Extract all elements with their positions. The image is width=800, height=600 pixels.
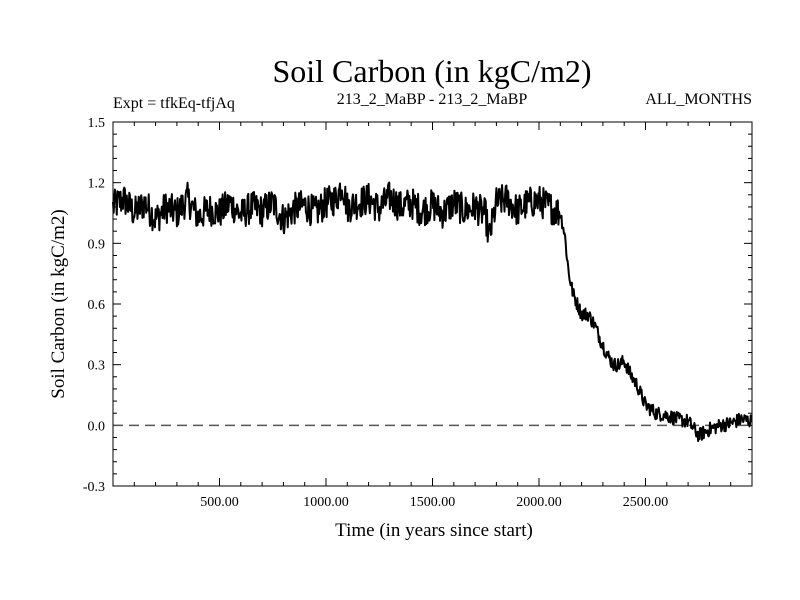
y-tick-label: 1.5 bbox=[88, 116, 106, 131]
y-tick-label: 0.0 bbox=[88, 419, 106, 434]
period-label: 213_2_MaBP - 213_2_MaBP bbox=[337, 91, 528, 108]
soil-carbon-series-line bbox=[112, 181, 753, 443]
y-axis-label: Soil Carbon (in kgC/m2) bbox=[48, 209, 69, 398]
x-tick-label: 1500.00 bbox=[410, 495, 456, 510]
x-tick-label: 1000.00 bbox=[303, 495, 349, 510]
y-tick-label: 0.9 bbox=[88, 237, 106, 252]
x-axis-label: Time (in years since start) bbox=[335, 520, 533, 541]
axis-ticks bbox=[113, 122, 752, 486]
x-tick-label: 2500.00 bbox=[623, 495, 669, 510]
axis-tick-labels: 500.00 1000.00 1500.00 2000.00 2500.00 -0.3 0.… bbox=[83, 116, 668, 510]
x-tick-label: 2000.00 bbox=[516, 495, 562, 510]
experiment-label: Expt = tfkEq-tfjAq bbox=[113, 95, 235, 112]
y-tick-label: -0.3 bbox=[83, 480, 105, 495]
y-tick-label: 0.6 bbox=[88, 298, 106, 313]
y-tick-label: 1.2 bbox=[88, 177, 106, 192]
plot-frame bbox=[112, 121, 753, 487]
months-label: ALL_MONTHS bbox=[645, 91, 752, 108]
chart-title: Soil Carbon (in kgC/m2) bbox=[272, 53, 591, 89]
y-tick-label: 0.3 bbox=[88, 359, 106, 374]
x-tick-label: 500.00 bbox=[200, 495, 239, 510]
